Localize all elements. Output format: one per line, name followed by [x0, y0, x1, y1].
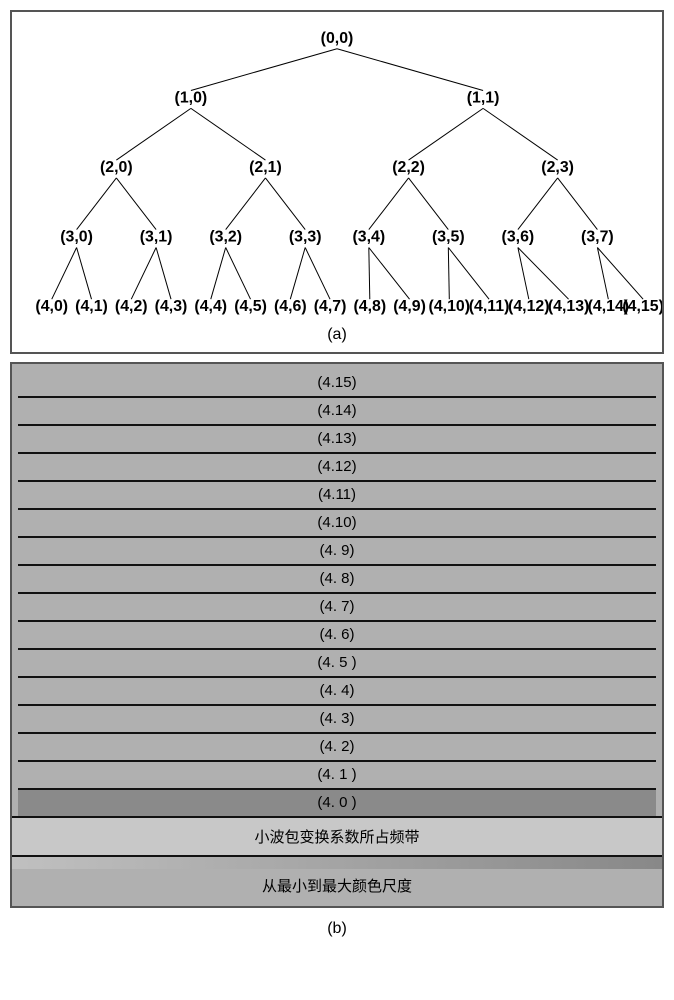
tree-edge: [226, 178, 266, 230]
tree-node: (3,4): [352, 229, 385, 246]
tree-edge: [409, 108, 484, 160]
band-row: (4. 0 ): [18, 788, 656, 816]
band-row: (4.14): [18, 396, 656, 424]
bands-container: (4.15)(4.14)(4.13)(4.12)(4.11)(4.10)(4. …: [12, 364, 662, 816]
tree-edge: [52, 248, 77, 300]
tree-node: (4,1): [75, 298, 108, 315]
tree-edge: [191, 108, 266, 160]
tree-node: (2,0): [100, 159, 133, 176]
tree-edge: [483, 108, 558, 160]
band-row: (4. 9): [18, 536, 656, 564]
tree-node: (4,9): [393, 298, 426, 315]
tree-edge: [369, 248, 370, 300]
tree-node: (2,1): [249, 159, 282, 176]
tree-edge: [131, 248, 156, 300]
tree-svg: (0,0) (1,0) (1,1) (2,0) (2,1) (2,2) (2,3) (3,0)…: [12, 12, 662, 322]
tree-edge: [597, 248, 643, 300]
tree-node: (1,1): [467, 89, 500, 106]
tree-edge: [518, 178, 558, 230]
tree-node: (4,10): [429, 298, 471, 315]
band-row: (4.11): [18, 480, 656, 508]
tree-node: (3,3): [289, 229, 322, 246]
band-row: (4. 8): [18, 564, 656, 592]
tree-edge: [290, 248, 305, 300]
tree-edge: [518, 248, 569, 300]
tree-edge: [116, 178, 156, 230]
band-row: (4. 5 ): [18, 648, 656, 676]
tree-edge: [226, 248, 251, 300]
tree-node: (3,2): [209, 229, 242, 246]
tree-node: (4,7): [314, 298, 347, 315]
tree-node: (4,6): [274, 298, 307, 315]
tree-node: (4,5): [234, 298, 267, 315]
tree-edge: [448, 248, 489, 300]
tree-edge: [369, 248, 410, 300]
tree-panel: (0,0) (1,0) (1,1) (2,0) (2,1) (2,2) (2,3) (3,0)…: [10, 10, 664, 354]
tree-node: (3,6): [502, 229, 535, 246]
tree-edge: [77, 178, 117, 230]
tree-edge: [156, 248, 171, 300]
bands-panel: (4.15)(4.14)(4.13)(4.12)(4.11)(4.10)(4. …: [10, 362, 664, 908]
tree-edge: [305, 248, 330, 300]
band-row: (4. 6): [18, 620, 656, 648]
tree-edge: [558, 178, 598, 230]
tree-edge: [211, 248, 226, 300]
frequency-band-label: 小波包变换系数所占频带: [12, 816, 662, 855]
tree-edge: [191, 49, 337, 91]
tree-edge: [337, 49, 483, 91]
tree-node: (4,11): [469, 298, 510, 315]
tree-edge: [448, 248, 449, 300]
band-row: (4.13): [18, 424, 656, 452]
tree-node: (3,1): [140, 229, 173, 246]
tree-node: (4,12): [508, 298, 550, 315]
tree-node: (4,0): [35, 298, 68, 315]
band-row: (4.15): [18, 370, 656, 396]
bands-caption: (b): [10, 916, 664, 948]
tree-node: (3,5): [432, 229, 465, 246]
colorscale-gradient: [12, 855, 662, 869]
tree-node: (4,15): [622, 298, 662, 315]
band-row: (4. 1 ): [18, 760, 656, 788]
tree-node: (3,7): [581, 229, 614, 246]
tree-node: (2,2): [392, 159, 425, 176]
band-row: (4. 4): [18, 676, 656, 704]
tree-edge: [409, 178, 449, 230]
tree-node: (1,0): [175, 89, 208, 106]
tree-edge: [265, 178, 305, 230]
tree-node: (4,13): [548, 298, 590, 315]
tree-node: (3,0): [60, 229, 93, 246]
tree-edge: [116, 108, 191, 160]
tree-edge: [77, 248, 92, 300]
band-row: (4. 2): [18, 732, 656, 760]
tree-caption: (a): [12, 322, 662, 354]
band-row: (4.10): [18, 508, 656, 536]
colorscale-label: 从最小到最大颜色尺度: [12, 869, 662, 906]
band-row: (4. 3): [18, 704, 656, 732]
tree-edge: [369, 178, 409, 230]
tree-edge: [518, 248, 529, 300]
tree-node: (4,2): [115, 298, 148, 315]
band-row: (4. 7): [18, 592, 656, 620]
tree-node: (2,3): [541, 159, 574, 176]
tree-node: (4,4): [194, 298, 227, 315]
band-row: (4.12): [18, 452, 656, 480]
tree-node: (0,0): [321, 30, 354, 47]
tree-edge: [597, 248, 608, 300]
tree-node: (4,8): [353, 298, 386, 315]
tree-node: (4,3): [155, 298, 188, 315]
